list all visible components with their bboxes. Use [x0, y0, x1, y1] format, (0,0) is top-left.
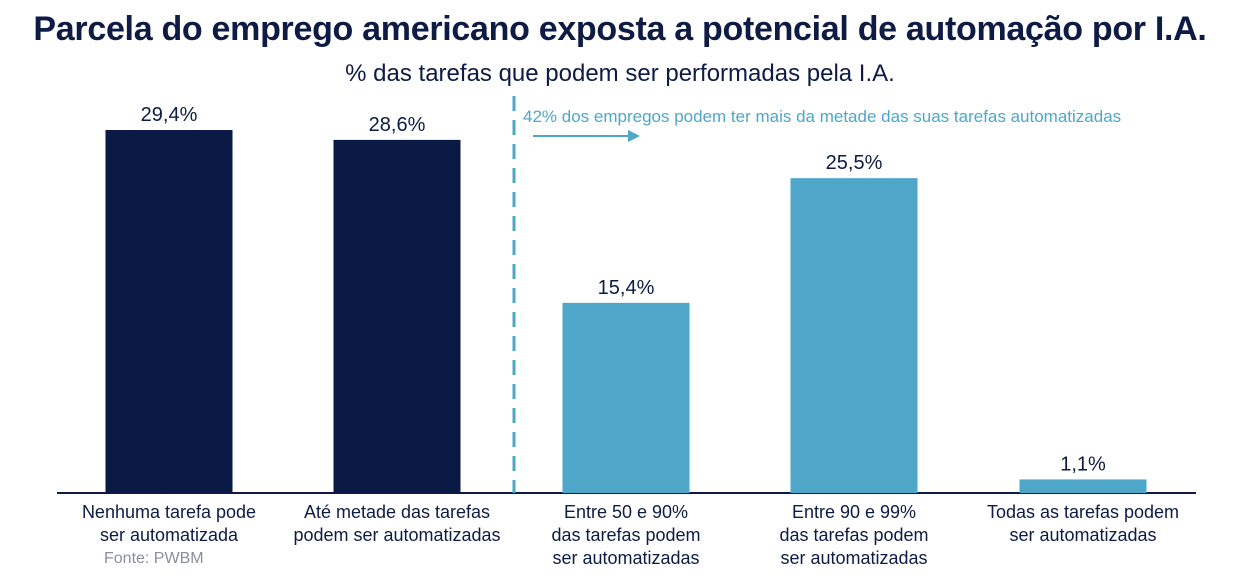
category-label-3: Entre 50 e 90% das tarefas podem ser autom…: [551, 502, 700, 568]
annotation-arrow: [533, 130, 640, 142]
annotation-text: 42% dos empregos podem ter mais da metad…: [523, 107, 1121, 126]
category-label-2: Até metade das tarefas podem ser automati…: [293, 502, 500, 545]
bar-2: [333, 139, 461, 493]
bar-5: [1019, 479, 1147, 493]
bar-4: [790, 178, 918, 493]
source-note: Fonte: PWBM: [104, 550, 204, 567]
bar-value-label-3: 15,4%: [598, 277, 655, 299]
bar-value-label-5: 1,1%: [1060, 453, 1106, 475]
category-label-1: Nenhuma tarefa pode ser automatizada: [82, 502, 256, 545]
category-label-4: Entre 90 e 99% das tarefas podem ser autom…: [779, 502, 928, 568]
bar-3: [562, 302, 690, 493]
bar-1: [105, 130, 233, 493]
bar-value-label-2: 28,6%: [369, 114, 426, 136]
bar-value-label-4: 25,5%: [826, 152, 883, 174]
category-label-5: Todas as tarefas podem ser automatizadas: [987, 502, 1179, 545]
chart-subtitle: % das tarefas que podem ser performadas …: [345, 60, 895, 87]
chart-title: Parcela do emprego americano exposta a p…: [33, 10, 1207, 48]
bar-value-label-1: 29,4%: [141, 104, 198, 126]
